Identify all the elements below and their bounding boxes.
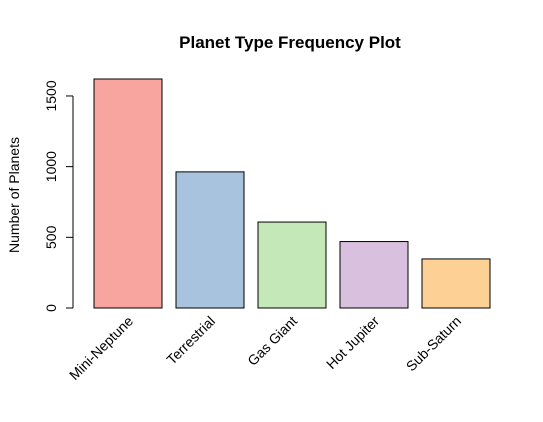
y-tick-label: 1500 [43,80,59,111]
x-tick-label: Sub-Saturn [403,313,464,374]
bar-gas-giant [257,221,327,309]
y-axis-label: Number of Planets [6,137,22,253]
x-tick-label: Mini-Neptune [66,313,136,383]
x-tick-label: Gas Giant [244,313,300,369]
y-tick-label: 0 [43,304,59,312]
x-axis-labels: Mini-Neptune Terrestrial Gas Giant Hot Jupi… [66,313,464,383]
x-tick-label: Terrestrial [163,313,218,368]
y-tick-label: 500 [43,225,59,249]
x-tick-label: Hot Jupiter [323,313,382,372]
y-tick-label: 1000 [43,151,59,182]
y-axis: 0 500 1000 1500 [43,80,74,312]
bar-hot-jupiter [339,241,409,309]
chart-title: Planet Type Frequency Plot [179,33,401,52]
bar-terrestrial [175,171,245,309]
bar-sub-saturn [421,258,491,309]
bar-mini-neptune [93,78,163,309]
bars-group [93,78,491,309]
